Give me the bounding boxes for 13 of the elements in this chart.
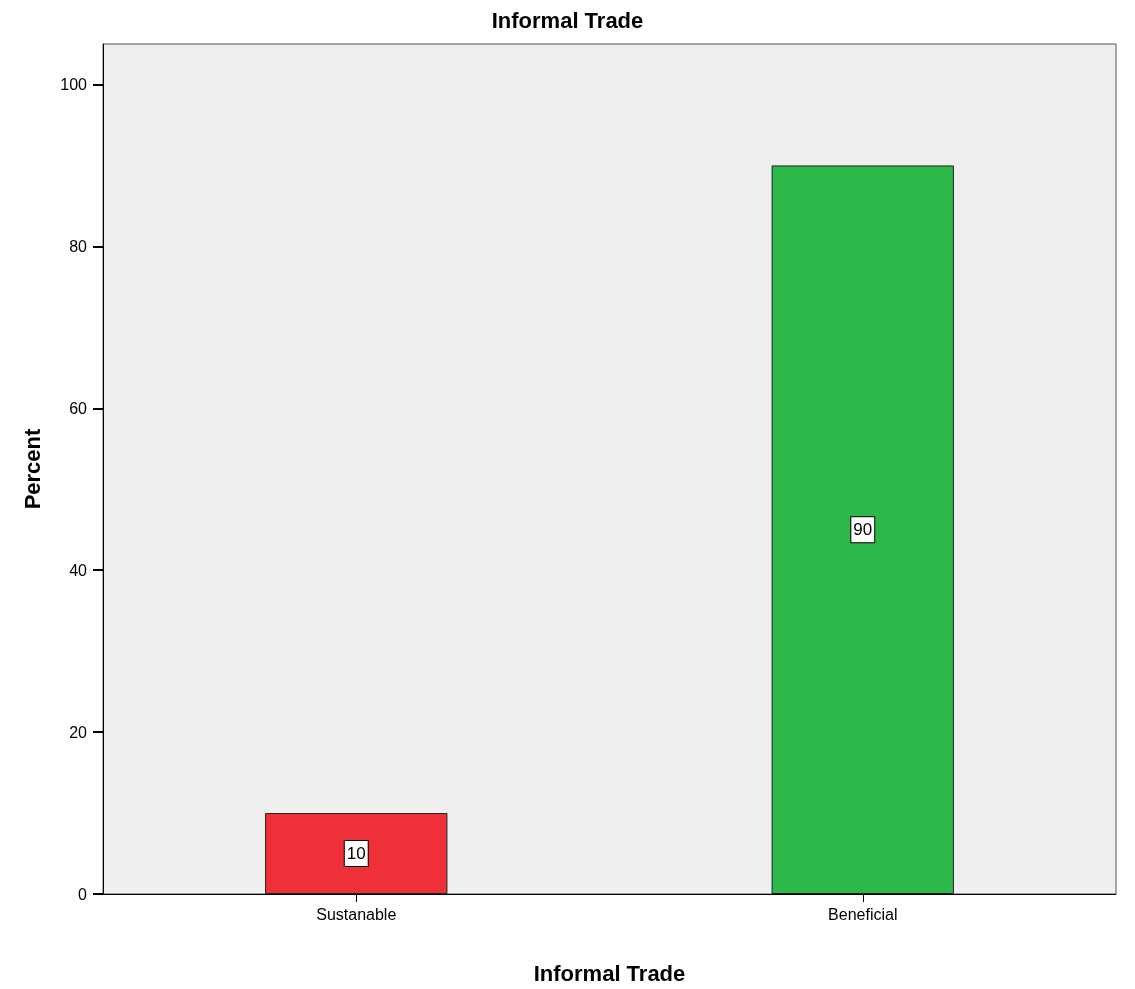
y-tick-label: 40 (69, 561, 88, 579)
y-tick-label: 100 (60, 75, 88, 93)
data-label: 10 (346, 844, 366, 864)
y-axis-title: Percent (19, 427, 45, 510)
data-label: 90 (853, 520, 873, 540)
y-tick-label: 0 (78, 885, 88, 903)
x-tick-label: Sustanable (316, 905, 397, 923)
chart-title: Informal Trade (491, 7, 644, 33)
y-tick-label: 60 (69, 399, 88, 417)
y-tick-label: 80 (69, 237, 88, 255)
x-axis-title: Informal Trade (533, 960, 686, 986)
x-tick-label: Beneficial (828, 905, 898, 923)
y-tick-label: 20 (69, 723, 88, 741)
